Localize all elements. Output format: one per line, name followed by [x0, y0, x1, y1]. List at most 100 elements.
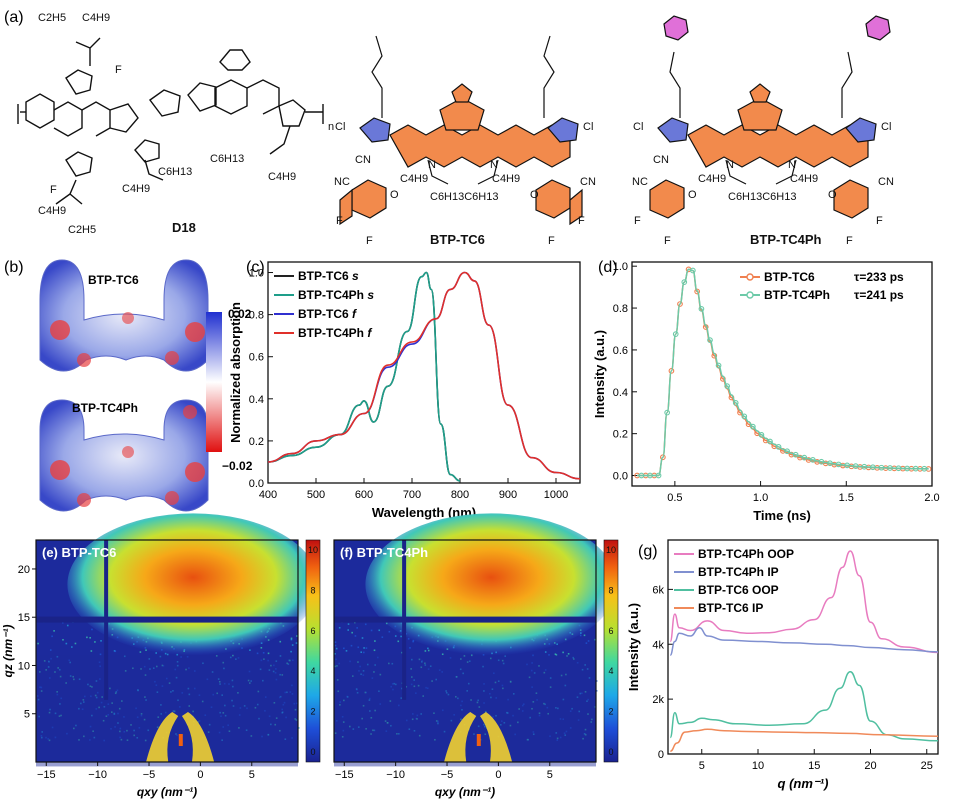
y-tick-label: 1.0: [249, 268, 264, 280]
legend-label: BTP-TC6 IP: [698, 601, 763, 615]
d18-sub: C2H5: [38, 12, 66, 24]
heatmap-pixel: [389, 631, 391, 633]
heatmap-title: (e) BTP-TC6: [42, 545, 116, 560]
x-tick-label: 0.5: [667, 492, 682, 504]
panel-label-a: (a): [4, 9, 24, 26]
heatmap-pixel: [378, 630, 380, 632]
btp-tc4ph-sub: C6H13C6H13: [728, 191, 796, 203]
heatmap-pixel: [347, 629, 349, 631]
y-tick-label: 0.0: [613, 471, 628, 483]
y-axis-title: Normalized absorption: [228, 302, 243, 443]
colorbar: [306, 540, 320, 762]
x-axis-title: Time (ns): [753, 508, 811, 523]
heatmap-pixel: [339, 627, 341, 629]
colorbar-label: 0: [310, 747, 315, 757]
d18-sub: C4H9: [82, 12, 110, 24]
heatmap-pixel: [363, 647, 365, 649]
legend-marker: [747, 292, 753, 298]
d18-sub: C4H9: [38, 205, 66, 217]
colorbar-label: 6: [310, 626, 315, 636]
heatmap-pixel: [51, 635, 53, 637]
heatmap-pixel: [427, 648, 429, 650]
heatmap-pixel: [374, 649, 376, 651]
y-axis-title: Intensity (a.u.): [592, 330, 607, 418]
x-tick-label: 1.5: [839, 492, 854, 504]
beamstop-spot: [477, 734, 481, 746]
legend-tau: τ=233 ps: [854, 270, 904, 284]
d18-sub: F: [115, 64, 122, 76]
d18-sub: C6H13: [210, 153, 244, 165]
heatmap-pixel: [62, 639, 64, 641]
colorbar-label: 6: [608, 626, 613, 636]
btp-tc6-sub: NC: [334, 176, 350, 188]
x-tick-label: 500: [307, 489, 325, 501]
series-line: [670, 729, 938, 751]
btp-tc4ph-sub: CN: [878, 176, 894, 188]
heatmap-pixel: [588, 640, 590, 642]
heatmap-pixel: [155, 652, 157, 654]
chart-line-cuts: 5 10 15 20 2502k4k6kq (nm⁻¹)Intensity (a.u.)…: [626, 540, 938, 791]
heatmap-pixel: [66, 643, 68, 645]
x-tick-label: 2.0: [924, 492, 939, 504]
esp-label-bottom: BTP-TC4Ph: [72, 401, 138, 415]
heatmap-pixel: [362, 637, 364, 639]
heatmap-pixel: [290, 651, 292, 653]
d18-sub: C2H5: [68, 224, 96, 236]
series-line: [670, 628, 938, 655]
heatmap-pixel: [363, 652, 365, 654]
colorbar-label: 8: [310, 585, 315, 595]
heatmap-pixel: [71, 646, 73, 648]
legend-label: BTP-TC4Ph IP: [698, 565, 779, 579]
colorbar-label: 4: [608, 666, 613, 676]
heatmap-pixel: [371, 630, 373, 632]
chart-absorption: 400 500 600 700 800 900 10000.00.20.40.60.81.0…: [228, 262, 580, 520]
heatmap-pixel: [335, 645, 337, 647]
heatmap-pixel: [91, 629, 93, 631]
btp-tc6-sub: F: [366, 235, 373, 247]
heatmap-pixel: [140, 651, 142, 653]
y-tick-label: 0.6: [249, 352, 264, 364]
heatmap-pixel: [94, 641, 96, 643]
detector-gap-h: [36, 617, 298, 623]
legend-label: BTP-TC4Ph OOP: [698, 547, 794, 561]
heatmap-pixel: [568, 653, 570, 655]
btp-tc4ph-sub: F: [846, 235, 853, 247]
btp-tc4ph-sub: Cl: [633, 121, 643, 133]
heatmap-pixel: [91, 650, 93, 652]
legend-label: BTP-TC6 OOP: [698, 583, 779, 597]
heatmap-pixel: [400, 636, 402, 638]
btp-tc6-name: BTP-TC6: [430, 232, 485, 247]
btp-tc6-sub: N: [490, 159, 498, 171]
btp-tc4ph-sub: NC: [632, 176, 648, 188]
x-tick-label: 600: [355, 489, 373, 501]
btp-tc6-sub: Cl: [583, 121, 593, 133]
heatmap-pixel: [37, 643, 39, 645]
heatmap-pixel: [268, 653, 270, 655]
btp-tc6-sub: Cl: [335, 121, 345, 133]
colorbar-label: 8: [608, 585, 613, 595]
heatmap-pixel: [335, 641, 337, 643]
btp-tc6-sub: N: [428, 159, 436, 171]
y-axis-title: Intensity (a.u.): [626, 603, 641, 691]
heatmap-pixel: [357, 646, 359, 648]
btp-tc6-sub: CN: [580, 176, 596, 188]
btp-tc4ph-sub: O: [688, 189, 697, 201]
btp-tc4ph-name: BTP-TC4Ph: [750, 232, 822, 247]
heatmap-pixel: [584, 635, 586, 637]
colorbar-label: 4: [310, 666, 315, 676]
heatmap-pixel: [395, 635, 397, 637]
btp-tc6-sub: C6H13C6H13: [430, 191, 498, 203]
legend-marker: [747, 274, 753, 280]
x-tick-label: −5: [143, 769, 156, 781]
btp-tc6-sub: O: [390, 189, 399, 201]
d18-sub: C4H9: [268, 171, 296, 183]
d18-sub: C4H9: [122, 183, 150, 195]
x-axis-title: qxy (nm⁻¹): [137, 785, 197, 799]
x-tick-label: 0: [495, 769, 501, 781]
y-tick-label: 0.4: [249, 394, 264, 406]
colorbar-label: 2: [608, 707, 613, 717]
legend-label: BTP-TC4Ph s: [298, 288, 374, 302]
colorbar-label: 0: [608, 747, 613, 757]
y-tick-label: 0.0: [249, 478, 264, 490]
x-tick-label: 900: [499, 489, 517, 501]
